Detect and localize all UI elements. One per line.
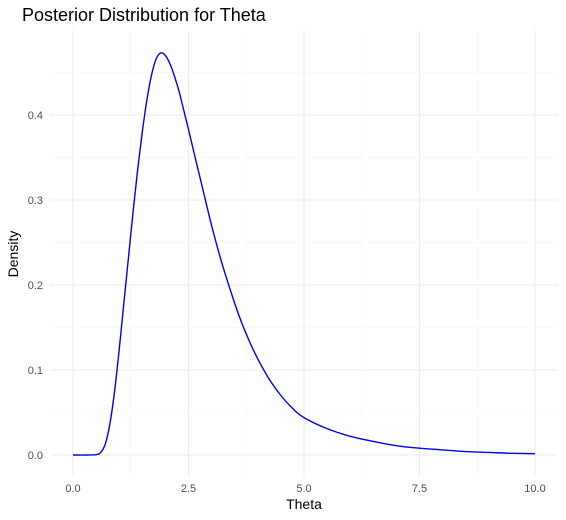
x-axis-title: Theta: [286, 496, 322, 512]
y-axis-ticks: 0.0 0.1 0.2 0.3 0.4: [28, 110, 43, 462]
x-tick-label: 7.5: [412, 483, 427, 495]
y-tick-label: 0.1: [28, 365, 43, 377]
y-tick-label: 0.0: [28, 450, 43, 462]
grid: [50, 31, 558, 477]
chart-title: Posterior Distribution for Theta: [22, 5, 267, 25]
series-layer: [72, 52, 536, 456]
y-tick-label: 0.2: [28, 280, 43, 292]
y-tick-label: 0.3: [28, 195, 43, 207]
y-axis-title: Density: [5, 231, 21, 278]
y-tick-label: 0.4: [28, 110, 43, 122]
x-tick-label: 2.5: [181, 483, 196, 495]
x-tick-label: 0.0: [65, 483, 80, 495]
x-tick-label: 5.0: [296, 483, 311, 495]
density-curve: [72, 52, 536, 456]
x-tick-label: 10.0: [524, 483, 545, 495]
x-axis-ticks: 0.0 2.5 5.0 7.5 10.0: [65, 483, 545, 495]
